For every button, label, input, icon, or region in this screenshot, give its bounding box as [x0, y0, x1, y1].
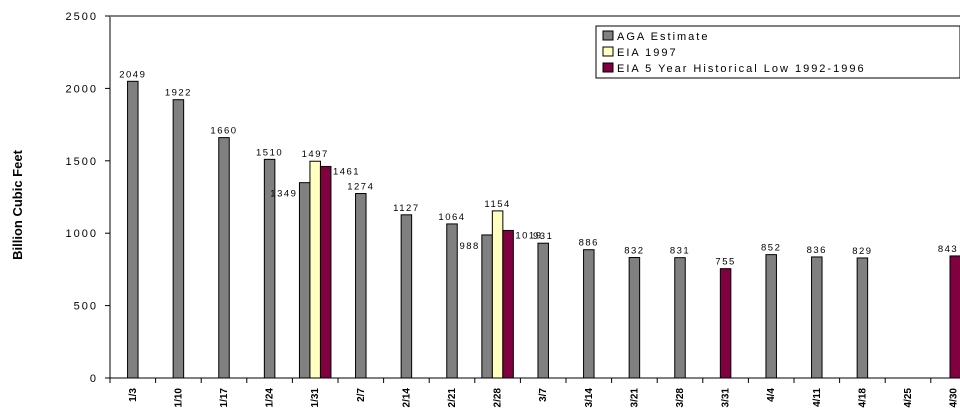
x-tick-label: 3/28 — [675, 388, 686, 408]
x-tick-label: 2/14 — [401, 388, 412, 408]
x-tick-label: 1/24 — [265, 388, 276, 408]
x-tick-label: 4/4 — [766, 388, 777, 402]
bar-aga-estimate-2-21 — [446, 223, 458, 379]
data-label: 1497 — [302, 149, 329, 160]
bar-eia-5-year-historical-low-1992-1996-3-31 — [719, 268, 732, 379]
y-tick-label: 2000 — [66, 83, 98, 95]
x-tick-label: 4/18 — [857, 388, 868, 408]
bar-aga-estimate-3-28 — [674, 257, 686, 379]
data-label: 2049 — [119, 69, 146, 80]
data-label: 1922 — [165, 88, 192, 99]
bar-aga-estimate-4-18 — [856, 257, 869, 379]
data-label: 1660 — [210, 126, 237, 137]
data-label: 755 — [715, 257, 735, 268]
y-axis-ticks: 0 500 1000 1500 2000 2500 — [66, 11, 111, 385]
y-axis-label: Billion Cubic Feet — [10, 149, 25, 259]
bar-aga-estimate-2-14 — [400, 214, 413, 379]
x-tick-label: 3/21 — [629, 388, 640, 408]
x-tick-label: 3/7 — [538, 388, 549, 402]
data-label: 1127 — [393, 203, 419, 214]
bar-aga-estimate-1-17 — [218, 137, 230, 379]
data-label: 1064 — [438, 212, 465, 223]
data-label: 843 — [938, 244, 958, 255]
x-tick-label: 1/17 — [219, 388, 230, 408]
bar-aga-estimate-1-3 — [127, 80, 139, 379]
legend-entry: AGA Estimate — [617, 31, 709, 43]
data-label: 831 — [670, 246, 690, 257]
data-label: 886 — [579, 238, 599, 249]
bar-eia-1997-2-28 — [491, 210, 504, 379]
bar-aga-estimate-3-21 — [628, 257, 641, 379]
x-axis: 1/3 1/10 1/17 1/24 1/31 2/7 2/14 2/21 2/28 3/7 3/1… — [109, 377, 960, 408]
bar-aga-estimate-4-4 — [765, 254, 777, 379]
data-label: 1510 — [256, 147, 283, 158]
bar-aga-estimate-3-14 — [583, 249, 595, 379]
data-label: 852 — [761, 243, 781, 254]
data-label: 836 — [807, 245, 827, 256]
x-tick-label: 4/11 — [812, 388, 823, 407]
x-tick-label: 3/14 — [584, 388, 595, 408]
bar-eia-5-year-historical-low-1992-1996-2-28 — [502, 229, 514, 379]
legend-box — [595, 25, 960, 79]
x-tick-label: 1/31 — [310, 388, 321, 408]
x-tick-label: 4/30 — [949, 388, 960, 408]
y-tick-label: 1500 — [66, 156, 98, 168]
x-tick-label: 2/28 — [493, 388, 504, 408]
data-label: 829 — [852, 246, 872, 257]
bar-aga-estimate-1-31 — [298, 182, 311, 379]
data-label: 1274 — [347, 182, 374, 193]
bar-aga-estimate-2-7 — [355, 193, 367, 379]
data-label: 988 — [459, 241, 479, 252]
x-tick-label: 2/7 — [356, 388, 367, 402]
legend: AGA Estimate EIA 1997 EIA 5 Year Historica… — [595, 25, 960, 79]
y-tick-label: 2500 — [66, 11, 98, 23]
bar-eia-5-year-historical-low-1992-1996-4-30 — [949, 255, 960, 379]
y-tick-label: 0 — [90, 373, 98, 385]
bar-aga-estimate-1-10 — [172, 99, 185, 379]
x-tick-label: 2/21 — [447, 388, 458, 408]
legend-swatch — [602, 30, 614, 41]
x-tick-label: 4/25 — [903, 388, 914, 408]
data-label: 1461 — [333, 166, 360, 177]
y-tick-label: 500 — [74, 301, 98, 313]
legend-entry: EIA 1997 — [617, 47, 678, 59]
data-labels: 2049 1922 1660 1510 1349 1497 1461 1274 1127 1064… — [119, 69, 958, 268]
bar-eia-1997-1-31 — [309, 160, 321, 379]
legend-swatch — [602, 62, 614, 73]
bar-aga-estimate-2-28 — [481, 234, 493, 379]
bar-eia-5-year-historical-low-1992-1996-1-31 — [319, 165, 332, 379]
x-tick-label: 3/31 — [721, 388, 732, 408]
data-label: 1154 — [484, 199, 510, 210]
bar-aga-estimate-3-7 — [537, 242, 549, 379]
data-label: 1019 — [515, 230, 542, 241]
y-tick-label: 1000 — [66, 228, 98, 240]
data-label: 1349 — [270, 189, 297, 200]
bar-aga-estimate-4-11 — [811, 256, 823, 379]
x-tick-label: 1/10 — [173, 388, 184, 408]
legend-swatch — [602, 46, 614, 57]
x-tick-label: 1/3 — [128, 388, 139, 402]
bars — [127, 80, 960, 379]
data-label: 931 — [533, 231, 553, 242]
legend-entry: EIA 5 Year Historical Low 1992-1996 — [617, 63, 866, 75]
data-label: 832 — [624, 246, 644, 257]
